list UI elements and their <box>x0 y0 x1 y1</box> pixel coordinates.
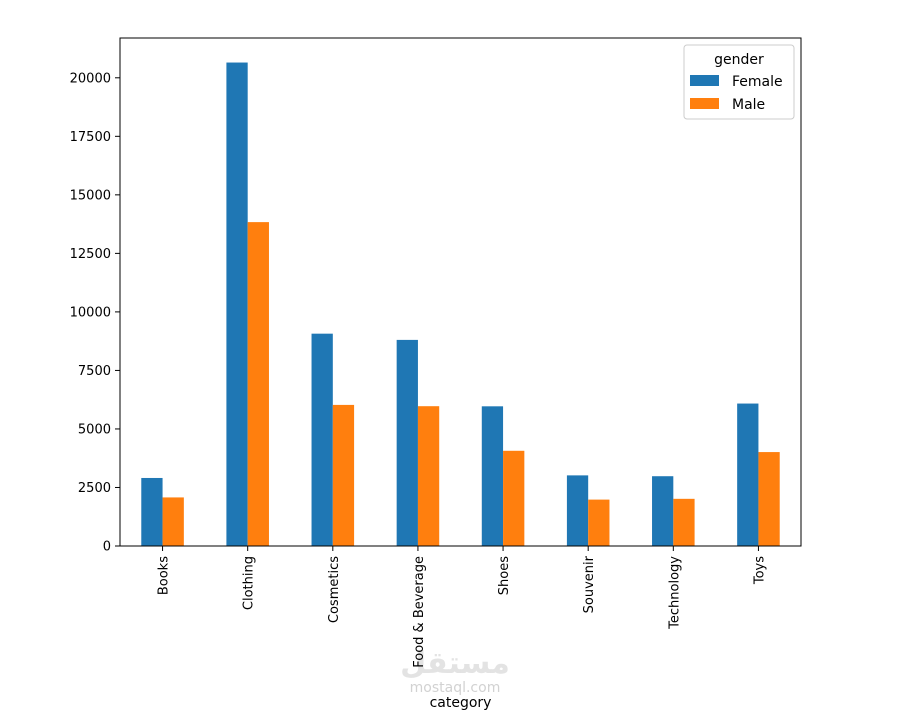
bar-female-souvenir <box>566 475 589 546</box>
y-tick-label: 5000 <box>78 422 111 437</box>
x-tick-label: Toys <box>752 556 767 585</box>
y-tick-label: 12500 <box>70 247 111 262</box>
plot-frame <box>119 37 802 547</box>
bar-male-clothing <box>247 222 269 547</box>
y-tick-label: 7500 <box>78 364 111 379</box>
y-tick-label: 17500 <box>70 130 111 145</box>
legend-title: gender <box>714 52 764 68</box>
bar-male-shoes <box>503 450 525 546</box>
bar-female-clothing <box>226 62 248 547</box>
bar-male-books <box>162 497 184 546</box>
y-axis: 0 2500 5000 7500 10000 12500 15000 17500 20000 <box>70 71 120 555</box>
legend-swatch-female <box>690 75 719 86</box>
legend-label-female: Female <box>732 74 783 90</box>
x-axis-title: category <box>430 695 492 710</box>
y-tick-label: 20000 <box>70 71 111 86</box>
bar-female-food-beverage <box>396 339 418 546</box>
bar-female-toys <box>737 403 759 546</box>
legend-label-male: Male <box>732 97 765 113</box>
x-tick-label: Clothing <box>242 556 257 610</box>
legend: gender Female Male <box>683 44 795 120</box>
x-tick-label: Cosmetics <box>327 556 342 623</box>
watermark: مستقل mostaql.com <box>400 646 510 696</box>
x-tick-label: Food & Beverage <box>412 556 427 668</box>
x-tick-label: Books <box>157 556 172 595</box>
x-tick-label: Technology <box>667 556 682 630</box>
bar-female-technology <box>652 476 674 546</box>
x-axis: Books Clothing Cosmetics Food & Beverage Sho… <box>157 546 767 668</box>
y-tick-label: 10000 <box>70 305 111 320</box>
watermark-arabic-text: مستقل <box>400 646 510 681</box>
bar-female-books <box>141 477 163 546</box>
watermark-latin-text: mostaql.com <box>410 680 501 696</box>
bar-male-souvenir <box>588 499 610 546</box>
x-tick-label: Shoes <box>497 556 512 595</box>
bar-male-cosmetics <box>332 404 355 546</box>
bar-female-shoes <box>481 406 504 546</box>
x-tick-label: Souvenir <box>582 555 597 613</box>
bar-female-cosmetics <box>311 333 333 546</box>
bar-male-technology <box>673 498 695 546</box>
bars-group <box>141 62 780 547</box>
bar-male-food-beverage <box>417 406 440 546</box>
y-tick-label: 0 <box>103 540 111 555</box>
y-tick-label: 2500 <box>78 481 111 496</box>
legend-swatch-male <box>690 98 719 109</box>
y-tick-label: 15000 <box>70 188 111 203</box>
bar-male-toys <box>758 452 780 546</box>
